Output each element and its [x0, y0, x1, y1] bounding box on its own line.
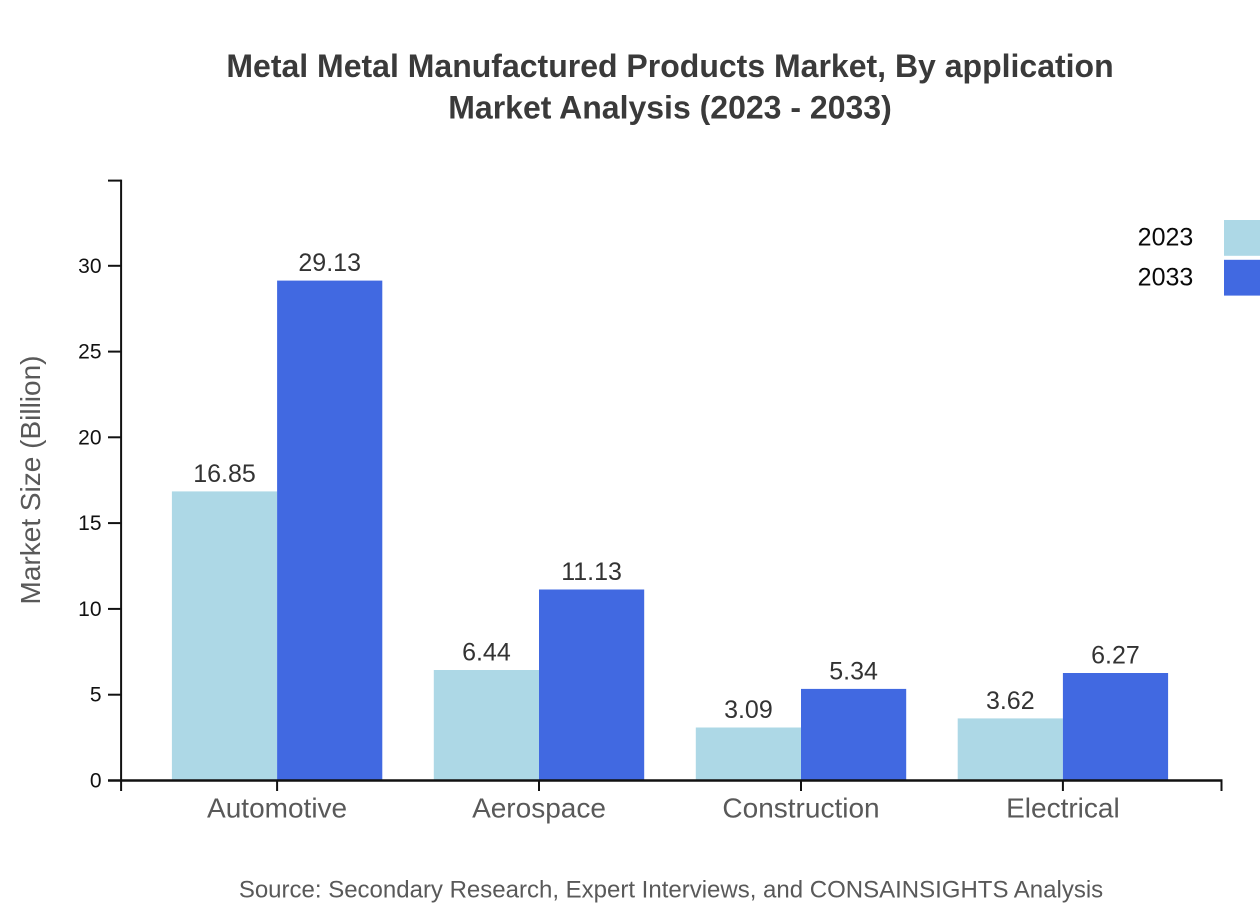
svg-text:16.85: 16.85 [193, 460, 256, 488]
svg-text:Source: Secondary Research, Ex: Source: Secondary Research, Expert Inter… [239, 877, 1103, 904]
svg-text:6.44: 6.44 [462, 639, 511, 667]
svg-text:11.13: 11.13 [561, 558, 622, 586]
svg-text:29.13: 29.13 [298, 249, 361, 277]
svg-text:3.62: 3.62 [986, 687, 1035, 715]
svg-text:2033: 2033 [1138, 263, 1194, 291]
svg-text:10: 10 [78, 598, 101, 621]
svg-text:Automotive: Automotive [207, 792, 347, 823]
svg-text:30: 30 [78, 255, 101, 278]
svg-text:6.27: 6.27 [1091, 642, 1140, 670]
svg-text:Metal Metal Manufactured Produ: Metal Metal Manufactured Products Market… [226, 48, 1113, 84]
svg-text:Market Analysis (2023 - 2033): Market Analysis (2023 - 2033) [448, 90, 892, 126]
svg-text:5.34: 5.34 [829, 657, 878, 685]
svg-text:Electrical: Electrical [1006, 792, 1120, 823]
svg-text:15: 15 [78, 512, 101, 535]
svg-text:Construction: Construction [722, 792, 879, 823]
svg-text:2023: 2023 [1138, 224, 1194, 252]
svg-text:5: 5 [90, 684, 102, 707]
svg-text:20: 20 [78, 426, 101, 449]
svg-text:Market Size (Billion): Market Size (Billion) [15, 356, 46, 605]
svg-text:Aerospace: Aerospace [472, 792, 606, 823]
svg-text:25: 25 [78, 341, 101, 364]
svg-text:0: 0 [90, 770, 102, 793]
svg-text:3.09: 3.09 [724, 696, 773, 724]
